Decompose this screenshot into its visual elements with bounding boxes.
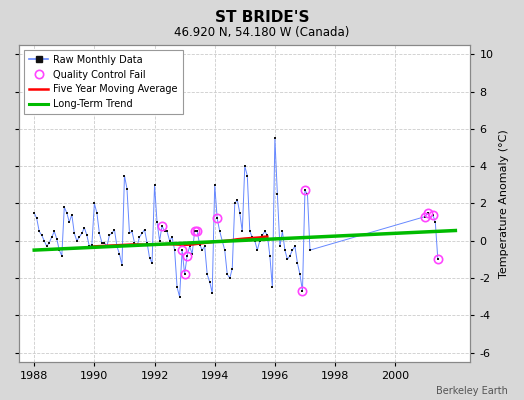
Legend: Raw Monthly Data, Quality Control Fail, Five Year Moving Average, Long-Term Tren: Raw Monthly Data, Quality Control Fail, …: [24, 50, 182, 114]
Y-axis label: Temperature Anomaly (°C): Temperature Anomaly (°C): [499, 129, 509, 278]
Text: Berkeley Earth: Berkeley Earth: [436, 386, 508, 396]
Text: 46.920 N, 54.180 W (Canada): 46.920 N, 54.180 W (Canada): [174, 26, 350, 39]
Text: ST BRIDE'S: ST BRIDE'S: [215, 10, 309, 25]
